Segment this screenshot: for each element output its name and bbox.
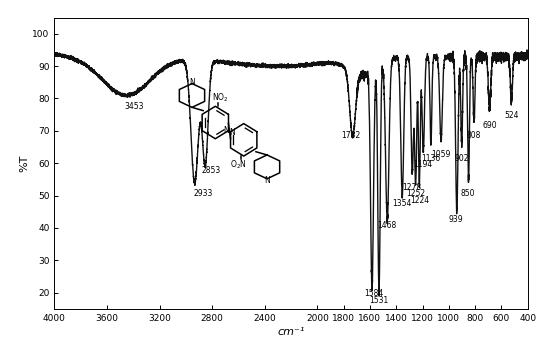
Text: 2933: 2933	[193, 189, 213, 198]
Text: 939: 939	[448, 215, 463, 224]
Text: 524: 524	[504, 111, 518, 120]
Text: 690: 690	[482, 121, 497, 130]
Text: 1224: 1224	[410, 196, 429, 205]
Text: 1584: 1584	[364, 290, 384, 298]
Text: 902: 902	[454, 153, 469, 163]
Text: 1194: 1194	[413, 160, 433, 169]
Text: 1059: 1059	[431, 150, 451, 159]
Text: 1278: 1278	[403, 183, 422, 192]
Text: 3453: 3453	[125, 102, 144, 111]
Text: 1252: 1252	[406, 189, 425, 198]
Text: 850: 850	[461, 189, 475, 198]
Text: 2853: 2853	[201, 166, 220, 176]
Text: 1136: 1136	[421, 153, 441, 163]
Y-axis label: %T: %T	[20, 154, 29, 172]
Text: 1732: 1732	[341, 131, 361, 140]
Text: 1468: 1468	[378, 221, 397, 231]
Text: 1354: 1354	[393, 199, 412, 208]
X-axis label: cm⁻¹: cm⁻¹	[277, 327, 305, 337]
Text: 808: 808	[467, 131, 481, 140]
Text: 1531: 1531	[369, 296, 388, 305]
